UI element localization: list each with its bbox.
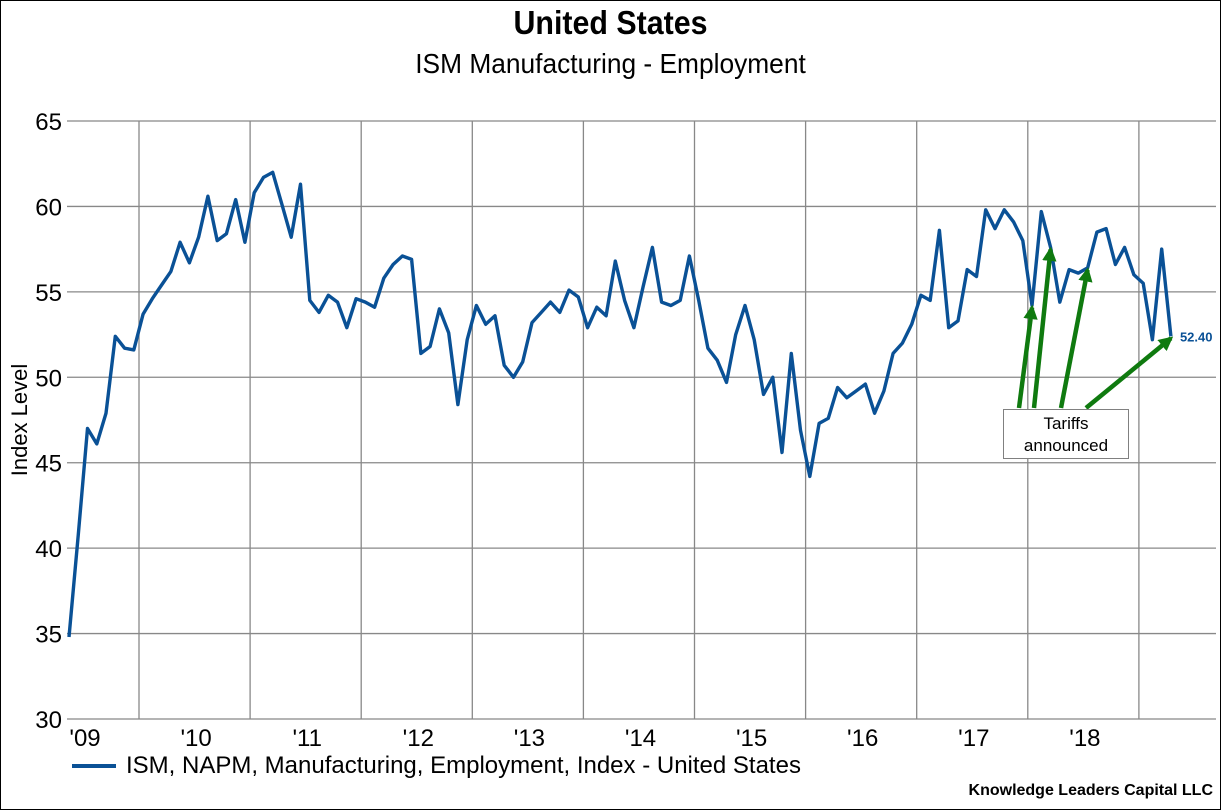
- x-tick-label: '18: [1069, 725, 1100, 752]
- y-tick-label: 55: [35, 280, 62, 307]
- y-tick-label: 65: [35, 109, 62, 136]
- y-tick-label: 30: [35, 707, 62, 734]
- y-tick-label: 40: [35, 536, 62, 563]
- annotation-arrows: [1016, 246, 1174, 410]
- y-tick-label: 35: [35, 622, 62, 649]
- y-tick-label: 45: [35, 451, 62, 478]
- chart-subtitle: ISM Manufacturing - Employment: [415, 48, 806, 79]
- y-tick-label: 60: [35, 194, 62, 221]
- x-tick-label: '17: [958, 725, 989, 752]
- x-tick-label: '12: [403, 725, 434, 752]
- annotation-arrow: [1016, 304, 1038, 409]
- x-tick-label: '15: [736, 725, 767, 752]
- legend-label: ISM, NAPM, Manufacturing, Employment, In…: [126, 752, 801, 779]
- y-axis-ticks: 30 35 40 45 50 55 60 65: [35, 109, 62, 734]
- source-credit: Knowledge Leaders Capital LLC: [968, 782, 1213, 799]
- grid: [67, 120, 1216, 720]
- x-tick-label: '13: [514, 725, 545, 752]
- annotation-line-1: Tariffs: [1043, 414, 1089, 433]
- annotation-line-2: announced: [1023, 436, 1109, 455]
- annotation-arrow: [1031, 246, 1057, 409]
- x-tick-label: '11: [292, 725, 322, 752]
- x-tick-label: '14: [625, 725, 656, 752]
- chart-title: United States: [513, 4, 708, 41]
- series-line: [67, 170, 1173, 638]
- annotation-arrow: [1058, 267, 1093, 409]
- y-tick-label: 50: [35, 365, 62, 392]
- legend: ISM, NAPM, Manufacturing, Employment, In…: [72, 752, 801, 780]
- x-tick-label: '10: [180, 725, 211, 752]
- annotation-arrow: [1084, 336, 1174, 410]
- x-tick-label: '09: [69, 725, 100, 752]
- x-tick-label: '16: [847, 725, 878, 752]
- legend-swatch: [72, 764, 116, 768]
- series-layer: [67, 170, 1173, 638]
- x-axis-ticks: '09 '10 '11 '12 '13 '14 '15 '16 '17 '18: [69, 725, 1100, 752]
- end-value-label: 52.40: [1180, 329, 1213, 344]
- tariffs-annotation: Tariffs announced: [1003, 409, 1129, 459]
